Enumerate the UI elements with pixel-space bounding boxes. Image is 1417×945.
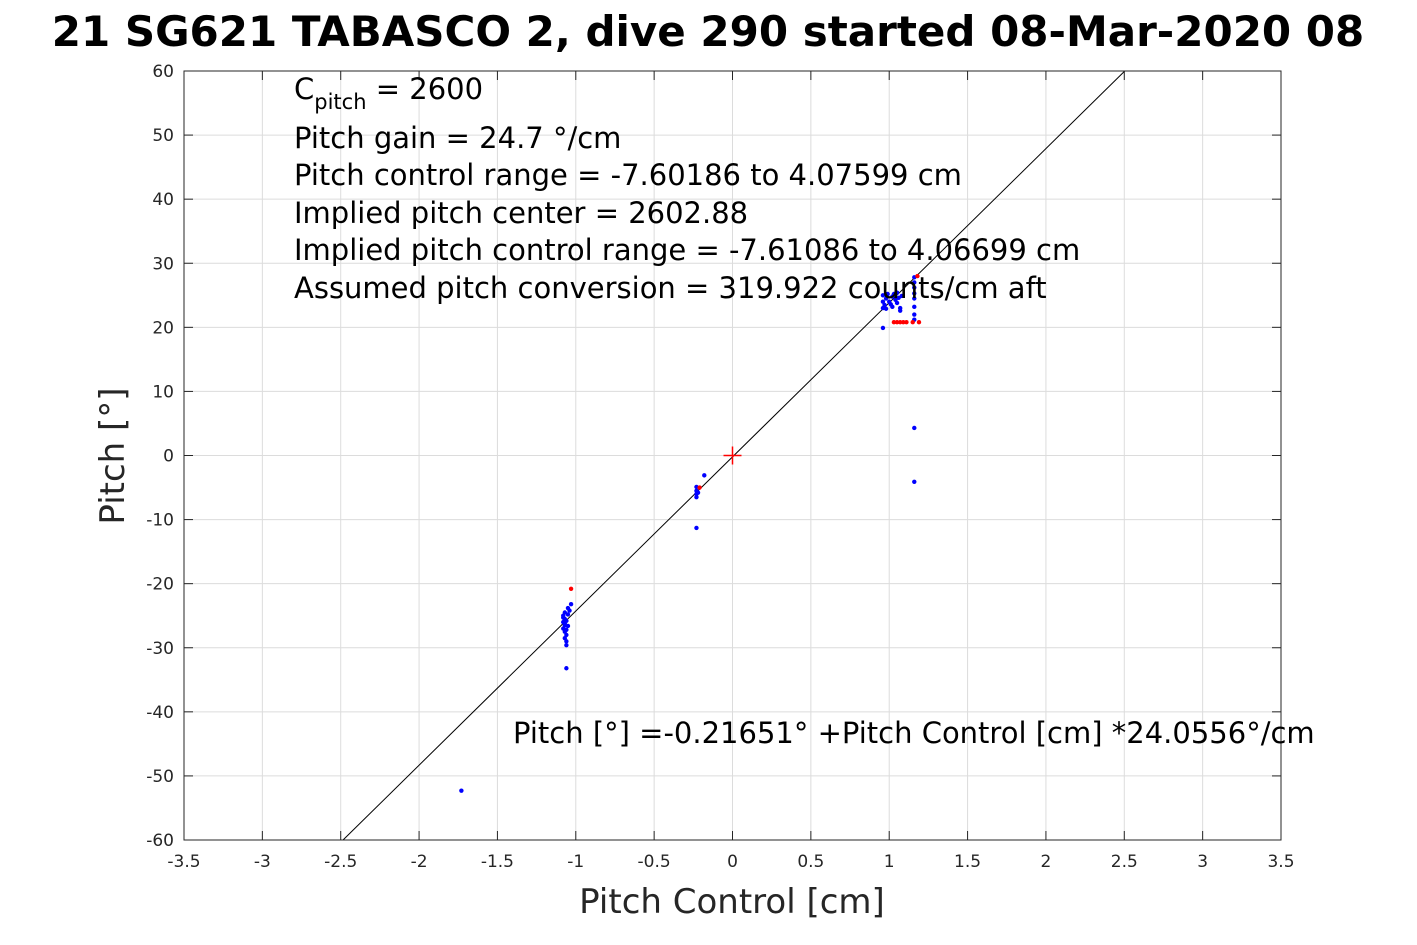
- y-tick-label: 50: [152, 126, 174, 146]
- data-point: [882, 302, 887, 308]
- data-point: [912, 285, 917, 290]
- data-point: [915, 273, 920, 279]
- data-point: [880, 293, 886, 298]
- data-point: [694, 494, 699, 500]
- y-tick-label: -60: [146, 831, 174, 851]
- assumed-conversion-annotation: Assumed pitch conversion = 319.922 count…: [294, 271, 1047, 305]
- data-point: [695, 490, 701, 495]
- c-pitch-main: C: [294, 72, 314, 106]
- data-point: [912, 304, 917, 310]
- data-point: [564, 618, 569, 624]
- c-pitch-subscript: pitch: [314, 90, 366, 114]
- data-point: [568, 601, 574, 607]
- y-tick-label: 60: [152, 62, 174, 82]
- data-point: [697, 485, 702, 490]
- y-tick-label: 40: [152, 190, 174, 210]
- data-point: [890, 304, 895, 310]
- x-tick-label: 3: [1197, 852, 1208, 872]
- data-point: [564, 639, 569, 644]
- data-point: [883, 296, 889, 301]
- data-point: [897, 320, 903, 325]
- x-tick-label: 1: [884, 852, 895, 872]
- x-tick-label: -2.5: [324, 852, 357, 872]
- data-point: [912, 312, 917, 317]
- pitch-gain-annotation: Pitch gain = 24.7 °/cm: [294, 121, 621, 155]
- data-point: [565, 605, 571, 611]
- x-tick-label: -1: [567, 852, 584, 872]
- data-point: [702, 473, 707, 478]
- y-tick-label: -50: [146, 767, 174, 787]
- data-point: [916, 320, 922, 325]
- data-point: [694, 525, 699, 531]
- data-point: [564, 627, 569, 633]
- data-points: [459, 273, 922, 793]
- x-tick-label: -1.5: [481, 852, 514, 872]
- data-point: [912, 291, 917, 296]
- fit-equation-annotation: Pitch [°] =-0.21651° +Pitch Control [cm]…: [513, 716, 1315, 750]
- x-tick-label: 0.5: [797, 852, 824, 872]
- x-tick-label: -0.5: [638, 852, 671, 872]
- pitch-control-range-annotation: Pitch control range = -7.60186 to 4.0759…: [294, 158, 962, 192]
- data-point: [912, 280, 917, 285]
- data-point: [897, 308, 903, 313]
- y-tick-label: -20: [146, 575, 174, 595]
- data-point: [891, 320, 897, 325]
- x-tick-label: 3.5: [1267, 852, 1294, 872]
- c-pitch-annotation: Cpitch = 2600: [294, 72, 483, 114]
- x-tick-label: 0: [727, 852, 738, 872]
- x-tick-label: 2: [1041, 852, 1052, 872]
- data-point: [565, 623, 571, 629]
- data-point: [561, 615, 566, 620]
- data-point: [894, 300, 900, 306]
- chart-title: 21 SG621 TABASCO 2, dive 290 started 08-…: [52, 7, 1364, 56]
- data-point: [899, 293, 904, 299]
- data-point: [459, 788, 464, 793]
- c-pitch-value: = 2600: [367, 72, 484, 106]
- implied-range-annotation: Implied pitch control range = -7.61086 t…: [294, 233, 1080, 267]
- y-axis-label: Pitch [°]: [93, 387, 133, 524]
- x-tick-label: -2: [411, 852, 428, 872]
- data-point: [894, 290, 900, 295]
- data-point: [912, 479, 917, 484]
- center-marker-layer: [723, 446, 742, 465]
- data-point: [568, 586, 574, 591]
- y-tick-label: 10: [152, 382, 174, 402]
- data-point: [912, 425, 917, 431]
- x-tick-label: 2.5: [1111, 852, 1138, 872]
- ticks: -3.5 -3 -2.5 -2 -1.5 -1 -0.5 0 0.5 1 1.5 2 2.5 3 3.5 -6…: [146, 62, 1294, 872]
- y-tick-label: 0: [163, 447, 174, 467]
- data-point: [880, 325, 886, 331]
- data-point: [904, 320, 909, 325]
- x-axis-label: Pitch Control [cm]: [579, 882, 885, 922]
- data-point: [883, 306, 889, 311]
- x-tick-label: 1.5: [954, 852, 981, 872]
- data-point: [565, 612, 571, 617]
- y-tick-label: 30: [152, 254, 174, 274]
- x-tick-label: -3: [254, 852, 271, 872]
- y-tick-label: 20: [152, 318, 174, 338]
- y-tick-label: -40: [146, 703, 174, 723]
- data-point: [885, 291, 890, 297]
- y-tick-label: -30: [146, 639, 174, 659]
- data-point: [564, 666, 569, 671]
- data-point: [910, 320, 915, 325]
- data-point: [894, 320, 900, 325]
- data-point: [901, 320, 906, 325]
- implied-center-annotation: Implied pitch center = 2602.88: [294, 196, 748, 230]
- y-tick-label: -10: [146, 511, 174, 531]
- x-tick-label: -3.5: [167, 852, 200, 872]
- data-point: [912, 296, 917, 301]
- data-point: [564, 642, 569, 648]
